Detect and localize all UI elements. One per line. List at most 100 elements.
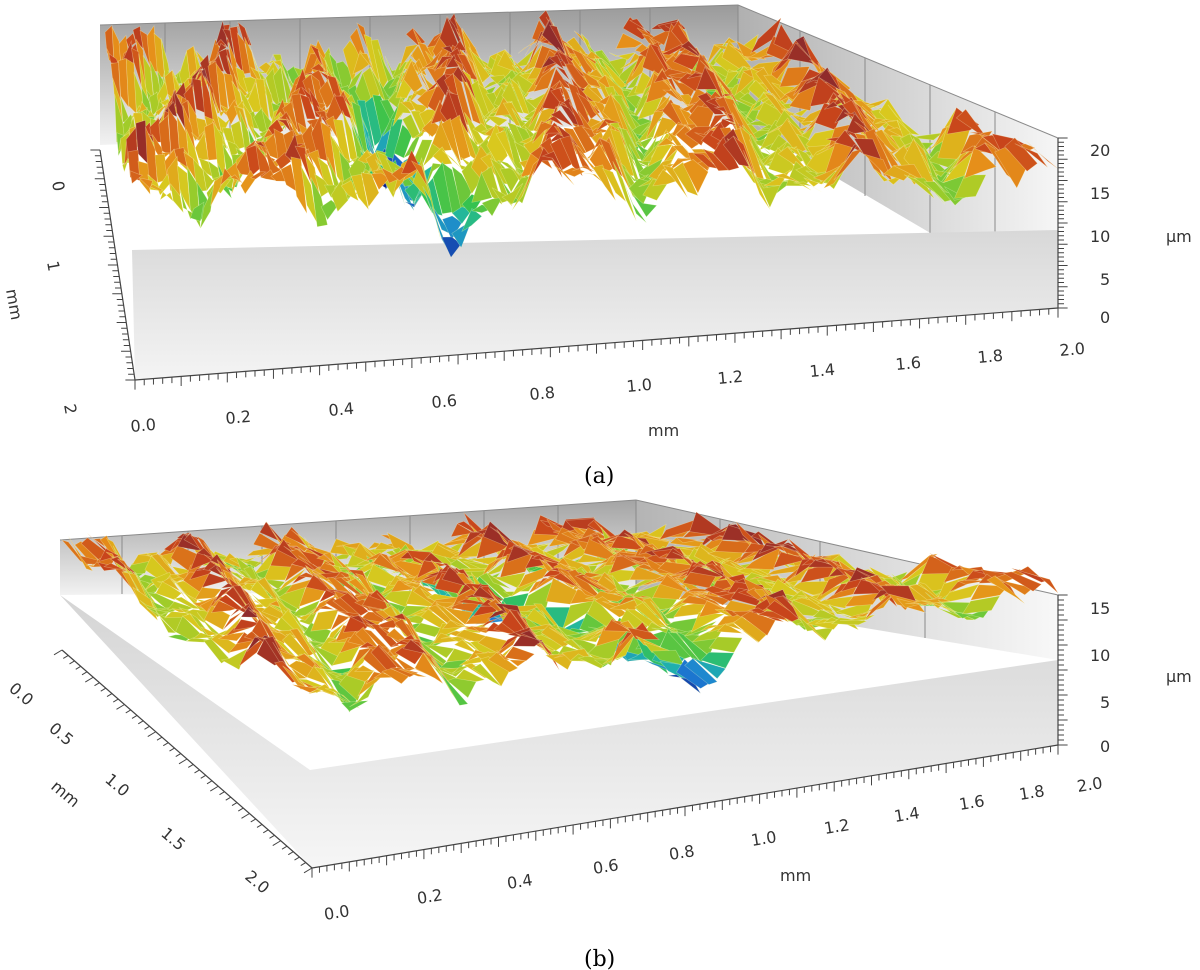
axis-tick [272,840,282,846]
axis-tick [237,807,244,812]
surface-facet [68,536,94,572]
surface-facet [501,182,524,205]
x-tick-b-1: 0.2 [416,885,444,908]
y-tick-b-3: 1.5 [157,824,189,855]
surface-facet [310,177,328,228]
surface-facet [1014,143,1048,168]
x-tick-b-8: 1.6 [958,791,986,814]
z-tick-a-0: 0 [1100,308,1110,327]
z-tick-a-4: 20 [1090,141,1110,160]
y-tick-a-0: 0 [48,179,68,192]
surface-facet [692,657,727,680]
surface-facet [830,617,868,626]
surface-facet [532,65,557,93]
surface-facet [370,624,400,648]
surface-facet [961,595,1001,615]
surface-facet [340,700,369,712]
surface-facet [571,48,597,79]
x-tick-b-2: 0.4 [506,870,534,893]
surface-facet [308,688,336,697]
axis-tick [281,845,288,850]
axis-tick [219,791,225,796]
surface-facet [783,178,812,191]
surface-facet [750,17,782,54]
front-face-b [60,595,1058,868]
z-tick-b-3: 15 [1090,599,1110,618]
axis-tick [69,660,75,665]
surface-facet [182,104,196,152]
surface-facet [386,647,416,672]
axis-tick [241,813,250,819]
axis-tick [137,720,144,725]
x-tick-a-9: 1.8 [977,346,1004,367]
surface-facet [405,27,426,46]
surface-facet [361,592,392,610]
y-minor-ticks-b [53,649,313,874]
x-tick-b-9: 1.8 [1018,781,1046,804]
axis-tick [106,693,113,698]
axis-tick [225,796,232,801]
surface-facet [426,66,447,88]
surface-facet [648,158,674,181]
axis-tick [187,764,194,768]
surface-facet [149,183,164,192]
surface-facet [559,135,583,177]
x-axis-label-b: mm [780,866,811,885]
surface-facet [601,60,628,90]
y-tick-b-4: 2.0 [241,867,273,898]
axis-tick [116,704,125,710]
surface-facet [598,137,623,178]
x-tick-b-10: 2.0 [1076,773,1104,796]
surface-facet [512,634,544,647]
surface-facet [684,658,718,685]
surface-facet [414,652,444,684]
axis-tick [62,655,69,659]
surface-facet [1018,566,1059,594]
surface-facet [641,129,667,163]
axis-tick [84,676,94,683]
surface-facet [662,164,688,198]
surface-facet [860,577,898,608]
surface-facet [683,620,717,637]
surface-facet [913,597,951,605]
surface-facet [705,113,733,136]
surface-facet [298,555,328,582]
surface-facet [118,57,129,109]
axis-tick [112,698,119,703]
surface-facet [249,171,267,180]
surface-facet [700,651,735,669]
axis-tick [178,758,188,765]
y-axis-label-b: mm [47,777,83,812]
surface-facet [441,117,462,165]
x-tick-b-4: 0.8 [668,841,696,864]
surface-facet [443,606,474,626]
x-tick-a-6: 1.2 [717,367,744,388]
surface-facet [743,150,771,210]
surface-facet [461,208,483,233]
surface-facet [596,118,620,132]
surface-facet [608,52,636,61]
surface-facet [541,115,564,127]
surface-facet [290,156,308,214]
surface-facet [277,568,307,593]
surface-facet [220,166,236,187]
surface-facet [455,669,486,682]
surface-facet [216,179,232,194]
surface-facet [203,605,231,631]
x-tick-b-7: 1.4 [893,803,921,826]
surface-facet [586,652,618,661]
surface-facet [392,96,412,127]
surface-facet [682,159,709,194]
axis-tick [231,802,238,807]
surface-facet [913,177,946,205]
surface-facet [504,646,536,662]
surface-facet [132,586,158,621]
axis-tick [256,823,263,828]
x-tick-a-0: 0.0 [130,415,157,436]
axis-tick [53,649,63,656]
surface-facet [493,572,526,589]
surface-facet [795,165,825,185]
surface-facet [697,92,725,115]
surface-facet [176,164,191,211]
